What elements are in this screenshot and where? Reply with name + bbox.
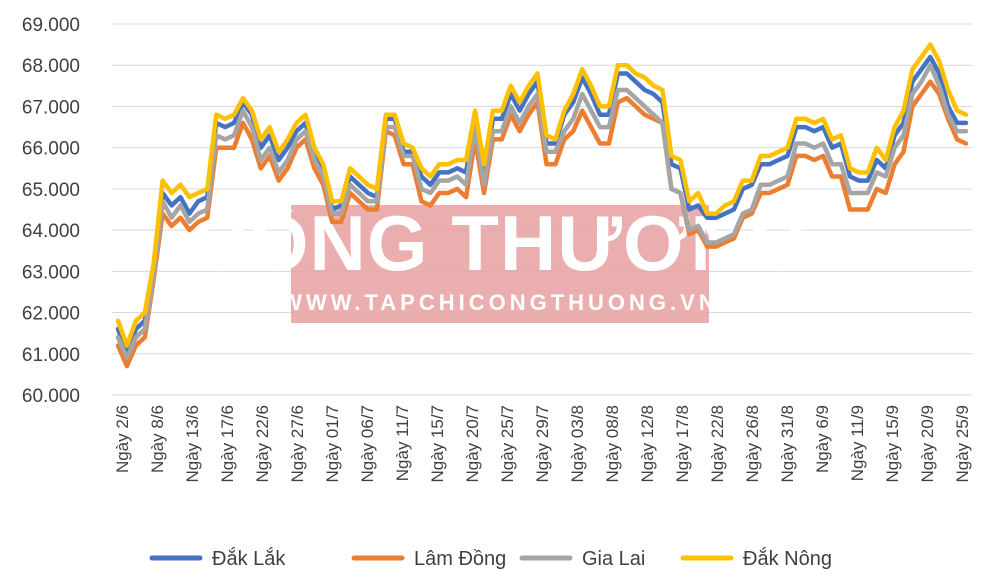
series-line — [115, 62, 969, 361]
legend: Đắk Lắk Lâm Đồng Gia Lai Đắk Nông — [149, 547, 832, 570]
x-tick-label: Ngày 25/9 — [953, 405, 972, 483]
x-tick-label: Ngày 26/8 — [743, 405, 762, 483]
y-tick-label: 68.000 — [22, 56, 80, 77]
series-lines — [115, 42, 969, 369]
y-tick-label: 65.000 — [22, 180, 80, 201]
y-tick-label: 61.000 — [22, 345, 80, 366]
legend-label: Gia Lai — [582, 548, 645, 570]
x-tick-label: Ngày 12/8 — [638, 405, 657, 483]
x-tick-label: Ngày 22/8 — [708, 405, 727, 483]
x-tick-label: Ngày 2/6 — [113, 405, 132, 473]
y-tick-label: 62.000 — [22, 304, 80, 325]
y-axis: 60.000 61.000 62.000 63.000 64.000 65.000 66.0… — [22, 15, 80, 407]
x-tick-label: Ngày 15/9 — [883, 405, 902, 483]
x-tick-label: Ngày 08/8 — [603, 405, 622, 483]
x-tick-label: Ngày 22/6 — [253, 405, 272, 483]
x-tick-label: Ngày 29/7 — [533, 405, 552, 483]
y-tick-label: 66.000 — [22, 139, 80, 160]
legend-label: Lâm Đồng — [414, 548, 506, 570]
series-line — [115, 42, 969, 348]
watermark-background — [291, 205, 709, 323]
x-tick-label: Ngày 17/8 — [673, 405, 692, 483]
x-tick-label: Ngày 31/8 — [778, 405, 797, 483]
y-tick-label: 60.000 — [22, 386, 80, 407]
x-tick-label: Ngày 06/7 — [358, 405, 377, 483]
x-axis: Ngày 2/6 Ngày 8/6 Ngày 13/6 Ngày 17/6 Ngày 2… — [113, 405, 972, 483]
y-tick-label: 69.000 — [22, 15, 80, 36]
x-tick-label: Ngày 8/6 — [148, 405, 167, 473]
legend-label: Đắk Nông — [743, 547, 832, 570]
watermark-url: WWW.TAPCHICONGTHUONG.VN — [281, 290, 718, 315]
x-tick-label: Ngày 27/6 — [288, 405, 307, 483]
x-tick-label: Ngày 15/7 — [428, 405, 447, 483]
x-tick-label: Ngày 11/9 — [848, 405, 867, 481]
x-tick-label: Ngày 20/7 — [463, 405, 482, 483]
y-tick-label: 63.000 — [22, 262, 80, 283]
x-tick-label: Ngày 03/8 — [568, 405, 587, 483]
legend-label: Đắk Lắk — [212, 547, 286, 570]
x-tick-label: Ngày 6/9 — [813, 405, 832, 473]
x-tick-label: Ngày 20/9 — [918, 405, 937, 483]
x-tick-label: Ngày 25/7 — [498, 405, 517, 483]
x-tick-label: Ngày 11/7 — [393, 405, 412, 481]
watermark: CÔNG THƯƠNG WWW.TAPCHICONGTHUONG.VN — [191, 199, 808, 323]
y-tick-label: 64.000 — [22, 221, 80, 242]
x-tick-label: Ngày 01/7 — [323, 405, 342, 483]
x-tick-label: Ngày 17/6 — [218, 405, 237, 483]
x-tick-label: Ngày 13/6 — [183, 405, 202, 483]
y-tick-label: 67.000 — [22, 97, 80, 118]
